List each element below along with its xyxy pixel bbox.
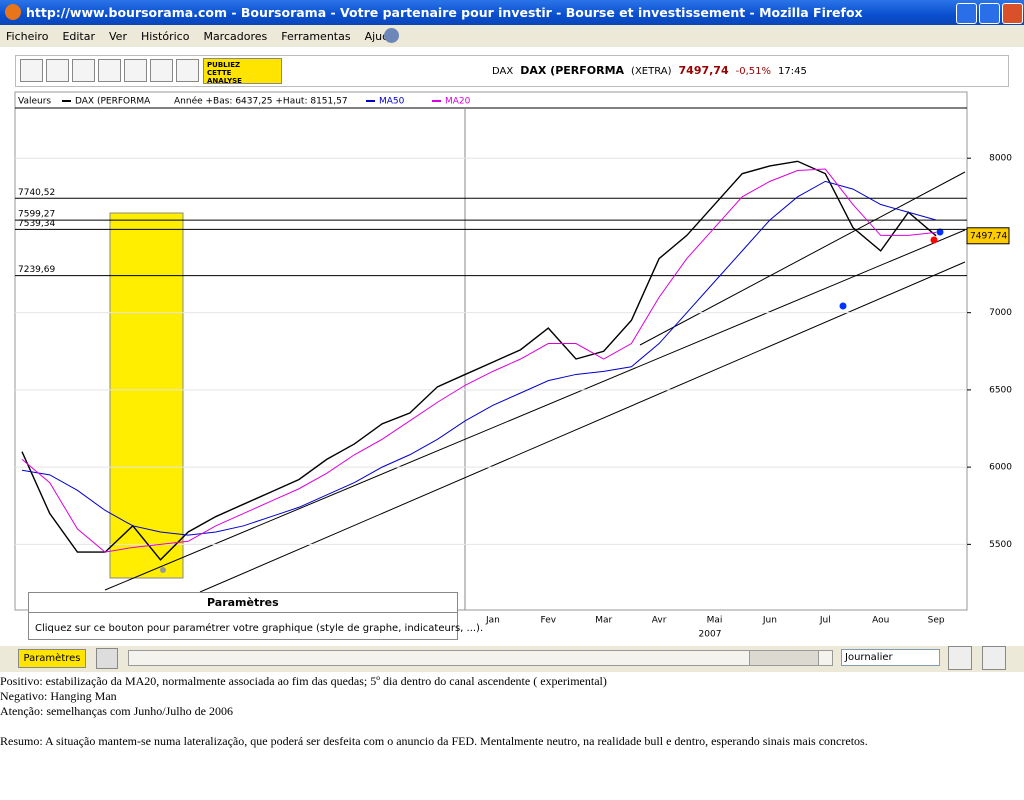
popup-title: Paramètres [207,596,279,609]
x-tick-label: Sep [928,616,945,626]
chart-controls: Paramètres Journalier [0,646,1024,672]
throbber [384,28,399,43]
tool-fan[interactable] [150,59,173,82]
y-tick-label: 8000 [989,154,1012,164]
marker-dot [930,236,938,244]
y-tick-label: 5500 [989,540,1012,550]
last-price-label: 7497,74 [970,231,1007,241]
x-tick-label: Avr [652,616,667,626]
x-tick-label: Aou [872,616,889,626]
level-label: 7539,34 [18,219,55,229]
annotation: Année +Bas: 6437,25 +Haut: 8151,57 [174,96,348,107]
level-label: 7239,69 [18,265,55,275]
x-tick-label: Fev [541,616,557,626]
level-label: 7599,27 [18,210,55,220]
zoom-in[interactable] [982,646,1006,670]
close-button[interactable] [1002,3,1023,24]
legend-label: DAX (PERFORMA [75,97,151,107]
menu-item[interactable]: Ficheiro [6,30,49,43]
scroll-thumb[interactable] [749,651,819,665]
tool-channel[interactable] [98,59,121,82]
quote-symbol: DAX [492,66,514,77]
chart: Valeurs Année +Bas: 6437,25 +Haut: 8151,… [14,91,1012,640]
x-tick-label: Mai [707,616,723,626]
app-icon [5,4,21,20]
scrollbar[interactable] [128,650,833,666]
menu-item[interactable]: Marcadores [203,30,268,43]
menu-item[interactable]: Ver [109,30,127,43]
marker-dot [160,567,166,573]
quote-time: 17:45 [778,66,807,77]
window-title: http://www.boursorama.com - Boursorama -… [26,5,863,20]
y-tick-label: 6000 [989,463,1012,473]
menu-item[interactable]: Ferramentas [281,30,351,43]
period-select[interactable]: Journalier [841,649,940,666]
note: Resumo: A situação mantem-se numa latera… [0,734,868,748]
menu-bar: Ficheiro Editar Ver Histórico Marcadores Ferr… [0,25,1024,47]
note: Atenção: semelhanças com Junho/Julho de … [0,704,233,718]
title-bar: http://www.boursorama.com - Boursorama -… [0,0,1024,25]
quote-change: -0,51% [735,66,772,77]
publish-button[interactable]: PUBLIEZ CETTE ANALYSE [203,58,282,85]
legend-label: MA20 [445,97,471,107]
note: Negativo: Hanging Man [0,689,117,703]
tool-zoom[interactable] [20,59,43,82]
chart-toolbar: PUBLIEZ CETTE ANALYSE [15,55,1009,87]
params-button[interactable]: Paramètres [18,649,86,668]
y-tick-label: 6500 [989,385,1012,395]
quote-market: (XETRA) [631,66,672,77]
popup-text: Cliquez sur ce bouton pour paramétrer vo… [35,623,484,634]
marker-dot [936,228,944,236]
minimize-button[interactable] [956,3,977,24]
tool-fibo[interactable] [124,59,147,82]
quote-name: DAX (PERFORMA [520,64,625,77]
marker-dot [839,302,847,310]
series-line [21,160,937,561]
legend-title: Valeurs [18,97,51,107]
level-label: 7740,52 [18,188,55,198]
zoom-out[interactable] [948,646,972,670]
x-tick-label: Jul [819,616,831,626]
tool-hline[interactable] [72,59,95,82]
menu-item[interactable]: Editar [62,30,96,43]
trend-line [104,229,966,591]
tool-delete[interactable] [176,59,199,82]
publish-label: CETTE ANALYSE [207,69,242,85]
x-tick-label: Jun [762,616,777,626]
y-tick-label: 7000 [989,308,1012,318]
x-axis-label: 2007 [699,630,722,640]
legend-label: MA50 [379,97,405,107]
quote: DAX DAX (PERFORMA (XETRA) 7497,74 -0,51% 17:4… [492,64,814,77]
trend-line [199,261,966,593]
trend-line [639,171,966,346]
quote-price: 7497,74 [678,64,729,77]
x-tick-label: Mar [595,616,612,626]
series-line [21,168,937,553]
tool-line[interactable] [46,59,69,82]
print-button[interactable] [96,648,118,669]
note: Positivo: estabilização da MA20, normalm… [0,674,607,688]
series-line [21,180,937,536]
params-popup: Paramètres Cliquez sur ce bouton pour pa… [28,592,483,640]
maximize-button[interactable] [979,3,1000,24]
x-tick-label: Jan [485,616,500,626]
last-price-tag [966,227,1010,245]
highlight-box [109,212,184,579]
menu-item[interactable]: Histórico [140,30,190,43]
publish-label: PUBLIEZ [207,61,241,69]
